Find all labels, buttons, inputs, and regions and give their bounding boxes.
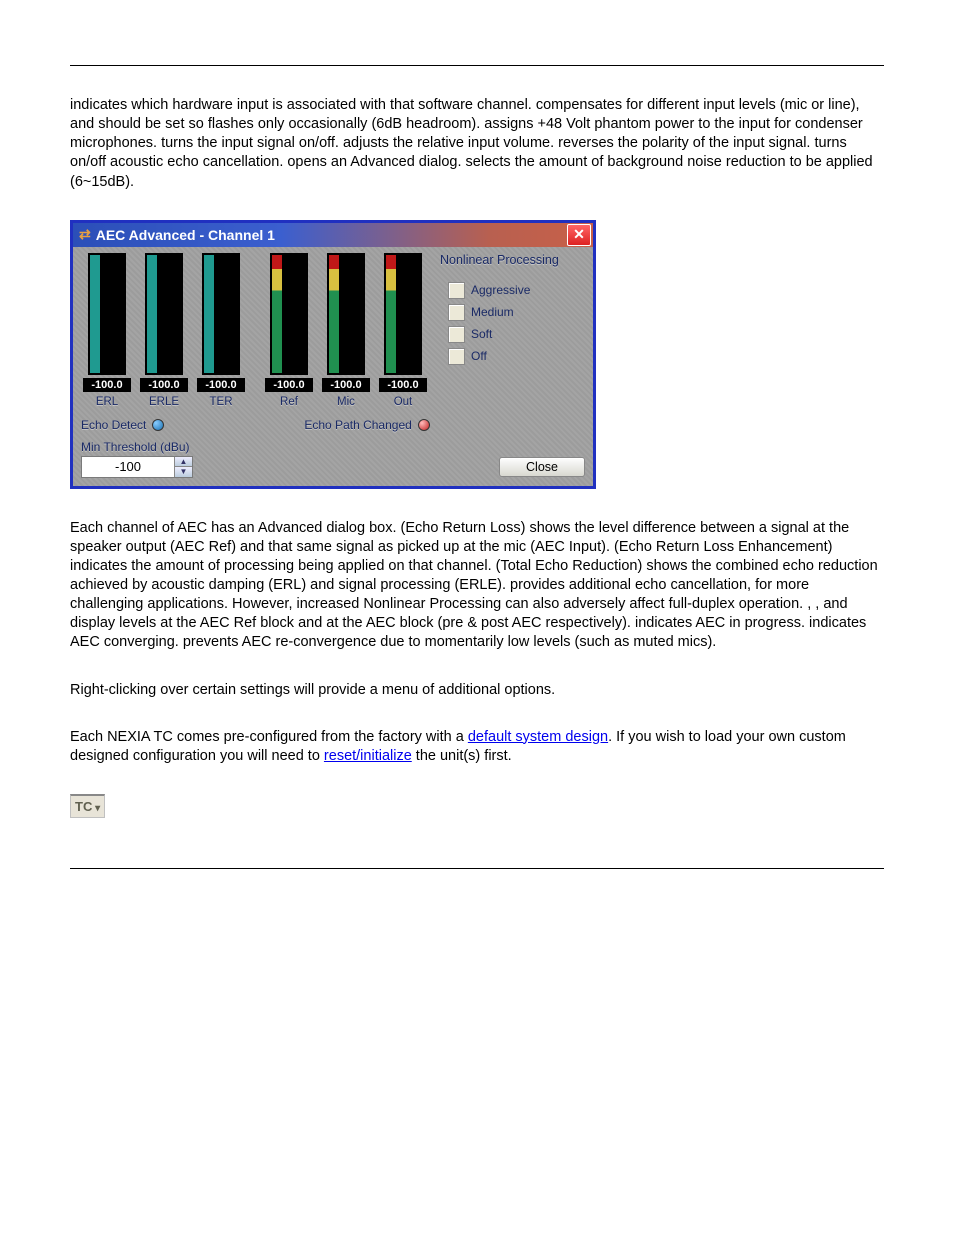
- meter-label: ERL: [81, 396, 133, 408]
- checkbox-icon[interactable]: [448, 282, 465, 299]
- nlp-title: Nonlinear Processing: [440, 253, 559, 267]
- paragraph-1: indicates which hardware input is associ…: [70, 96, 884, 192]
- dialog-titlebar[interactable]: ⇄ AEC Advanced - Channel 1 ✕: [73, 223, 593, 247]
- meter-label: Mic: [320, 396, 372, 408]
- dialog-title: AEC Advanced - Channel 1: [96, 227, 275, 243]
- paragraph-4: Each NEXIA TC comes pre-configured from …: [70, 728, 884, 766]
- meter-value: -100.0: [265, 378, 313, 392]
- bottom-rule: [70, 868, 884, 869]
- min-threshold-spinner[interactable]: ▲ ▼: [81, 456, 193, 478]
- close-button[interactable]: Close: [499, 457, 585, 477]
- paragraph-2: Each channel of AEC has an Advanced dial…: [70, 519, 884, 653]
- spin-down-icon[interactable]: ▼: [174, 467, 192, 477]
- nlp-option-off[interactable]: Off: [448, 348, 559, 365]
- echo-path-changed: Echo Path Changed: [304, 418, 429, 432]
- meter-label: TER: [195, 396, 247, 408]
- min-threshold-label: Min Threshold (dBu): [81, 440, 585, 454]
- meter-mic: +36+24+18+80-10-20-28-36-46-56-64-100.0: [320, 253, 372, 392]
- checkbox-icon[interactable]: [448, 304, 465, 321]
- led-icon: [152, 419, 164, 431]
- swap-icon: ⇄: [79, 226, 91, 243]
- echo-detect: Echo Detect: [81, 418, 164, 432]
- meter-value: -100.0: [197, 378, 245, 392]
- paragraph-3: Right-clicking over certain settings wil…: [70, 681, 884, 700]
- nlp-option-medium[interactable]: Medium: [448, 304, 559, 321]
- meter-label: ERLE: [138, 396, 190, 408]
- meter-label: Ref: [263, 396, 315, 408]
- min-threshold-input[interactable]: [82, 457, 174, 477]
- nlp-option-soft[interactable]: Soft: [448, 326, 559, 343]
- spin-up-icon[interactable]: ▲: [174, 457, 192, 468]
- checkbox-icon[interactable]: [448, 326, 465, 343]
- nlp-panel: Nonlinear Processing Aggressive Medium Sof…: [440, 253, 559, 370]
- checkbox-icon[interactable]: [448, 348, 465, 365]
- meter-value: -100.0: [379, 378, 427, 392]
- meter-erle: +36+24+18+80-10-20-28-36-46-56-64-100.0: [138, 253, 190, 392]
- meter-ref: +36+24+18+80-10-20-28-36-46-56-64-100.0: [263, 253, 315, 392]
- default-system-design-link[interactable]: default system design: [468, 729, 608, 745]
- meter-value: -100.0: [322, 378, 370, 392]
- nlp-option-aggressive[interactable]: Aggressive: [448, 282, 559, 299]
- meter-erl: +36+24+18+80-10-20-28-36-46-56-64-100.0: [81, 253, 133, 392]
- aec-advanced-dialog: ⇄ AEC Advanced - Channel 1 ✕ +36+24+18+8…: [70, 220, 596, 489]
- meter-value: -100.0: [83, 378, 131, 392]
- meter-out: +36+24+18+80-10-20-28-36-46-56-64-100.0: [377, 253, 429, 392]
- close-icon[interactable]: ✕: [567, 224, 591, 246]
- meter-ter: +36+24+18+80-10-20-28-36-46-56-64-100.0: [195, 253, 247, 392]
- tc-dropdown[interactable]: TC: [70, 794, 105, 818]
- top-rule: [70, 65, 884, 66]
- reset-initialize-link[interactable]: reset/initialize: [324, 748, 412, 764]
- led-icon: [418, 419, 430, 431]
- meter-value: -100.0: [140, 378, 188, 392]
- meter-label: Out: [377, 396, 429, 408]
